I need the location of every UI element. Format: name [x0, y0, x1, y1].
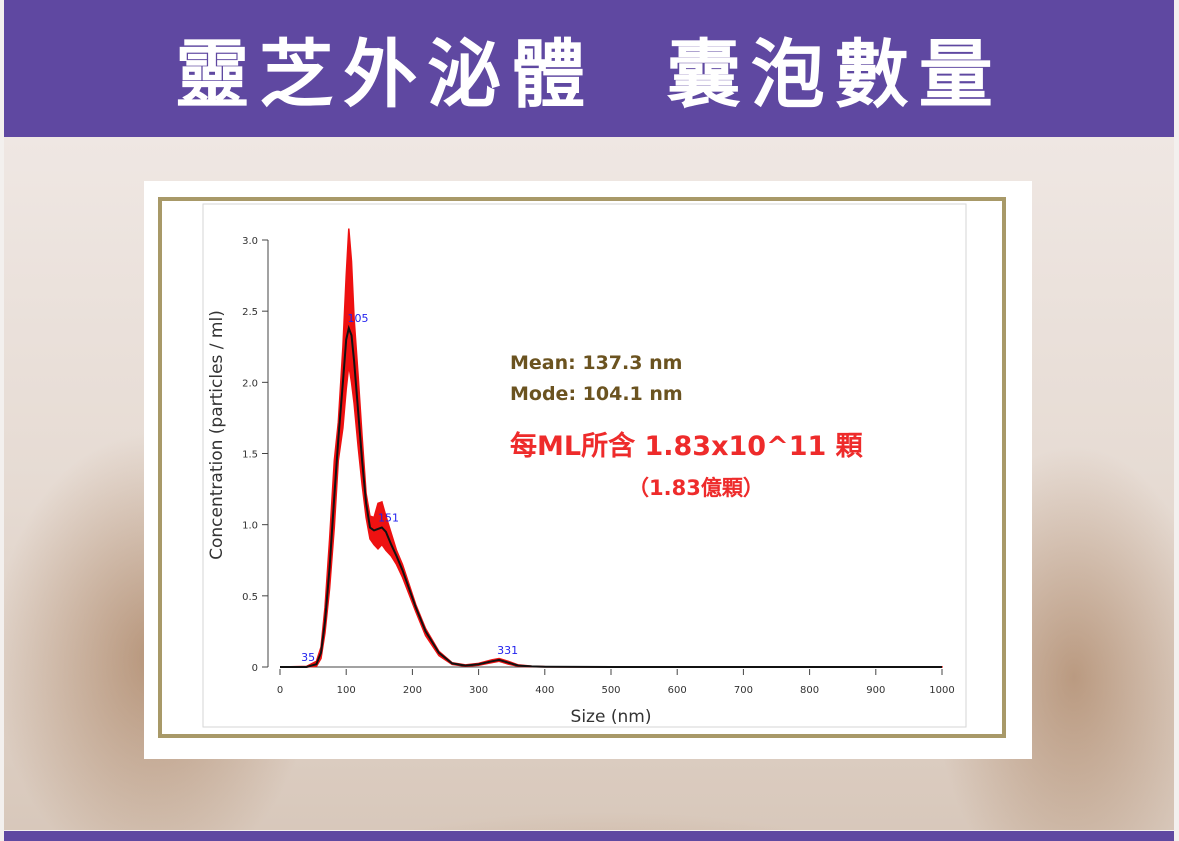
x-tick-label: 1000	[929, 685, 954, 696]
x-tick-label: 500	[601, 685, 620, 696]
footer-bar	[4, 831, 1174, 841]
particle-count-yi-text: （1.83億顆）	[628, 476, 764, 500]
mode-size-text: Mode: 104.1 nm	[510, 383, 683, 405]
peak-label-105: 105	[348, 312, 369, 325]
peak-labels: 35 105 151 331	[301, 312, 518, 664]
particle-count-text: 每ML所含 1.83x10^11 顆	[510, 431, 863, 462]
chart-frame	[158, 197, 1006, 738]
peak-label-331: 331	[497, 644, 518, 657]
header-banner: 靈芝外泌體 囊泡數量	[4, 0, 1174, 137]
y-axis-title: Concentration (particles / ml)	[207, 310, 227, 560]
y-tick-label: 3.0	[242, 236, 258, 247]
y-tick-label: 0	[252, 663, 258, 674]
x-tick-label: 0	[277, 685, 283, 696]
x-tick-label: 600	[668, 685, 687, 696]
peak-label-151: 151	[378, 512, 399, 525]
x-tick-label: 300	[469, 685, 488, 696]
x-tick-label: 200	[403, 685, 422, 696]
x-tick-label: 400	[535, 685, 554, 696]
page-title: 靈芝外泌體 囊泡數量	[175, 32, 1003, 118]
x-tick-label: 800	[800, 685, 819, 696]
peak-label-35: 35	[301, 651, 315, 664]
mean-line	[280, 324, 942, 668]
x-tick-label: 900	[866, 685, 885, 696]
x-tick-label: 100	[337, 685, 356, 696]
y-tick-label: 1.0	[242, 521, 258, 532]
x-tick-label: 700	[734, 685, 753, 696]
x-axis-title: Size (nm)	[571, 707, 652, 727]
mean-size-text: Mean: 137.3 nm	[510, 352, 683, 374]
y-tick-label: 2.5	[242, 307, 258, 318]
axis-titles: Size (nm) Concentration (particles / ml)	[207, 310, 651, 727]
y-tick-label: 2.0	[242, 378, 258, 389]
plot-area	[202, 203, 967, 728]
y-tick-label: 1.5	[242, 450, 258, 461]
y-tick-label: 0.5	[242, 592, 258, 603]
